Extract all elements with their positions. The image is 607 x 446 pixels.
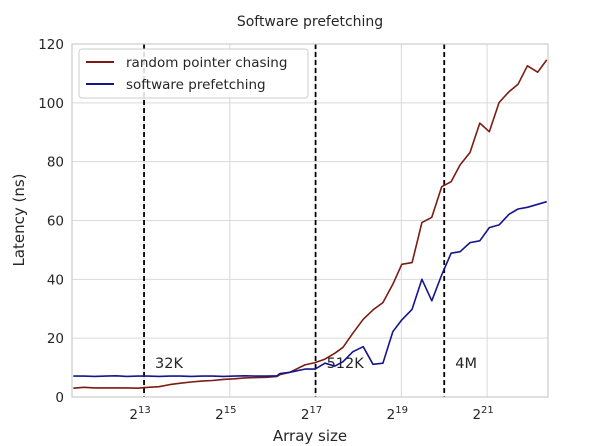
cache-marker-label: 4M — [455, 356, 477, 372]
y-tick-label: 40 — [47, 272, 64, 288]
cache-marker-label: 32K — [155, 356, 183, 372]
x-tick-label: 217 — [301, 405, 322, 423]
x-tick-label: 215 — [215, 405, 236, 423]
plot-frame — [71, 43, 549, 398]
y-tick-label: 60 — [47, 214, 64, 230]
y-tick-label: 20 — [47, 331, 64, 347]
y-tick-label: 80 — [47, 155, 64, 171]
y-tick-label: 0 — [55, 390, 64, 406]
y-tick-label: 120 — [38, 37, 64, 53]
x-tick-label: 221 — [472, 405, 493, 423]
x-axis-label: Array size — [273, 427, 347, 445]
chart-title: Software prefetching — [237, 14, 383, 30]
cache-size-markers: 32K 512K 4M — [143, 44, 477, 397]
legend-label-prefetch: software prefetching — [126, 77, 266, 93]
series-group — [73, 59, 548, 390]
y-tick-label: 100 — [38, 96, 64, 112]
cache-marker-label: 512K — [327, 356, 365, 372]
series-line-0 — [73, 59, 548, 390]
series-line-1 — [73, 200, 547, 378]
y-axis-label: Latency (ns) — [10, 173, 28, 266]
legend: random pointer chasing software prefetch… — [78, 48, 309, 99]
x-tick-label: 213 — [129, 405, 150, 423]
tick-labels: 0 20 40 60 80 100 120 213 215 217 219 221 — [38, 37, 494, 423]
legend-box — [78, 48, 309, 99]
legend-label-random: random pointer chasing — [126, 55, 287, 71]
x-tick-label: 219 — [387, 405, 408, 423]
